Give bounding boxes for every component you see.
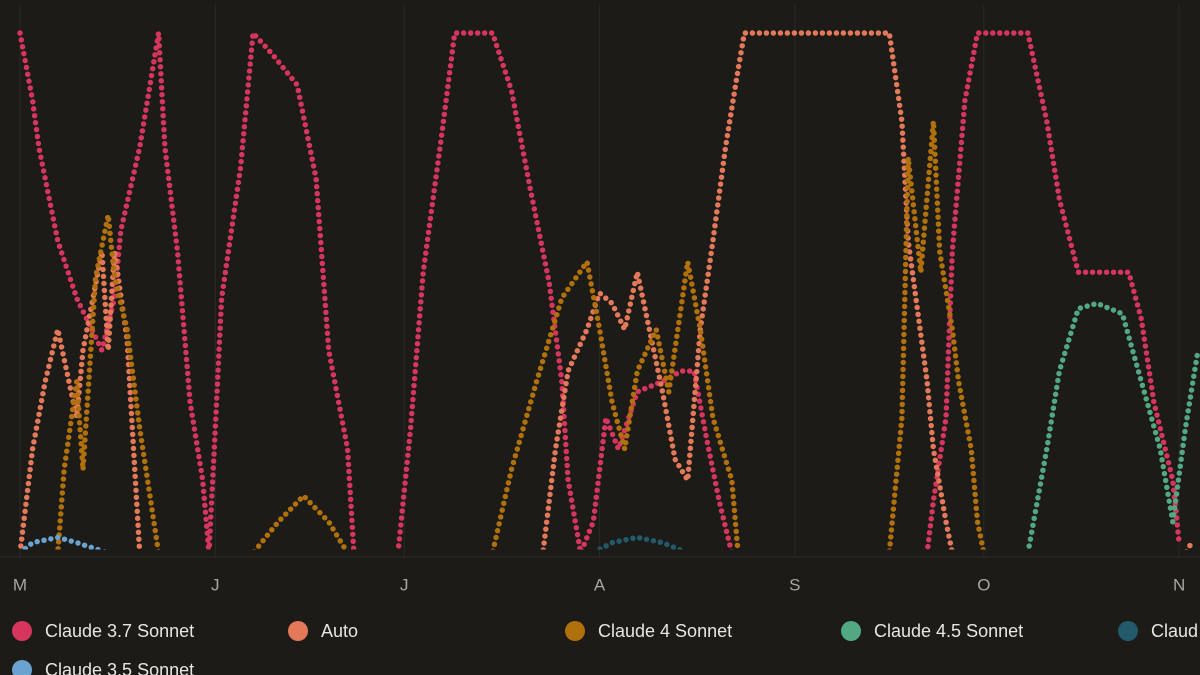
x-tick-label: M xyxy=(13,575,27,594)
x-tick-label: A xyxy=(594,575,606,594)
legend-swatch xyxy=(12,660,32,675)
series-line xyxy=(17,30,1195,550)
legend-item: Claude 3.5 Sonnet xyxy=(12,660,194,675)
x-tick-label: J xyxy=(400,575,409,594)
legend: Claude 3.7 Sonnet Auto Claude 4 Sonnet Clau… xyxy=(12,621,1198,675)
legend-item: Claude 4.5 Sonnet xyxy=(841,621,1023,641)
legend-label: Claude 4.5 Sonnet xyxy=(874,621,1023,641)
x-tick-label: J xyxy=(211,575,220,594)
plot-area xyxy=(17,30,1200,550)
legend-swatch xyxy=(12,621,32,641)
legend-label: Claude 3.5 Sonnet xyxy=(45,660,194,675)
legend-swatch xyxy=(841,621,861,641)
series-line xyxy=(17,30,1182,550)
series-line xyxy=(1025,300,1200,550)
legend-swatch xyxy=(565,621,585,641)
series-line xyxy=(593,534,687,550)
x-tick-label: S xyxy=(789,575,800,594)
grid xyxy=(19,5,1180,557)
legend-swatch xyxy=(1118,621,1138,641)
legend-label: Claude 3.7 Sonnet xyxy=(45,621,194,641)
legend-item: Claud xyxy=(1118,621,1198,641)
legend-label: Claude 4 Sonnet xyxy=(598,621,732,641)
legend-label: Auto xyxy=(321,621,358,641)
legend-swatch xyxy=(288,621,308,641)
x-tick-label: N xyxy=(1173,575,1185,594)
series-line xyxy=(19,534,107,550)
x-tick-label: O xyxy=(977,575,990,594)
legend-label: Claud xyxy=(1151,621,1198,641)
legend-item: Claude 3.7 Sonnet xyxy=(12,621,194,641)
series-line xyxy=(55,118,986,550)
legend-item: Claude 4 Sonnet xyxy=(565,621,732,641)
legend-item: Auto xyxy=(288,621,358,641)
